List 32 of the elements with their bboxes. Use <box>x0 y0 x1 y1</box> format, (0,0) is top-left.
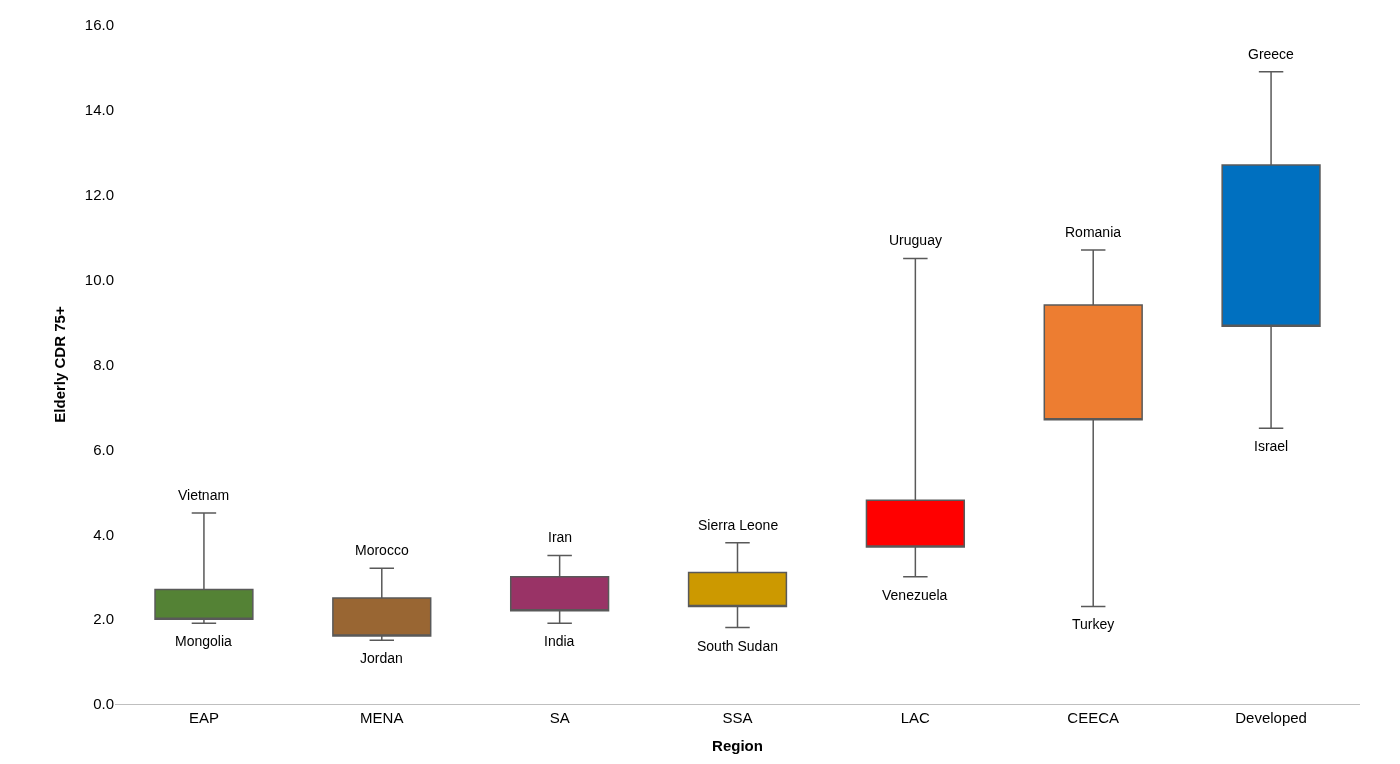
y-tick-label: 12.0 <box>84 186 114 203</box>
x-tick-label: LAC <box>900 709 931 726</box>
y-tick-label: 10.0 <box>84 270 114 288</box>
annotation: Sierra Leone <box>698 517 779 533</box>
annotation: Turkey <box>1072 616 1115 632</box>
annotation: Romania <box>1065 224 1122 240</box>
y-tick-label: 6.0 <box>93 440 114 458</box>
x-tick-label: CEECA <box>1067 709 1120 726</box>
annotation: Vietnam <box>178 487 230 503</box>
x-tick-label: Developed <box>1235 709 1307 726</box>
annotation: Israel <box>1254 438 1289 454</box>
x-tick-label: MENA <box>360 709 404 726</box>
x-tick-label: EAP <box>188 709 219 726</box>
annotation: Jordan <box>360 650 403 666</box>
annotation: Iran <box>548 529 573 545</box>
annotation: Mongolia <box>175 633 233 649</box>
annotation: Morocco <box>355 542 409 558</box>
x-tick-label: SSA <box>722 709 753 726</box>
annotation: South Sudan <box>697 638 778 654</box>
y-tick-label: 4.0 <box>93 525 114 543</box>
y-tick-label: 2.0 <box>93 610 114 628</box>
y-axis-title: Elderly CDR 75+ <box>51 306 69 423</box>
annotation: Greece <box>1248 46 1295 62</box>
y-tick-label: 14.0 <box>84 101 114 119</box>
y-tick-label: 8.0 <box>93 355 114 373</box>
y-tick-label: 0.0 <box>93 695 114 713</box>
x-axis-title: Region <box>712 737 763 754</box>
annotation: India <box>544 633 575 649</box>
annotation: Venezuela <box>882 587 948 603</box>
y-tick-label: 16.0 <box>84 16 114 34</box>
x-tick-label: SA <box>549 709 570 726</box>
annotation: Uruguay <box>889 232 942 248</box>
